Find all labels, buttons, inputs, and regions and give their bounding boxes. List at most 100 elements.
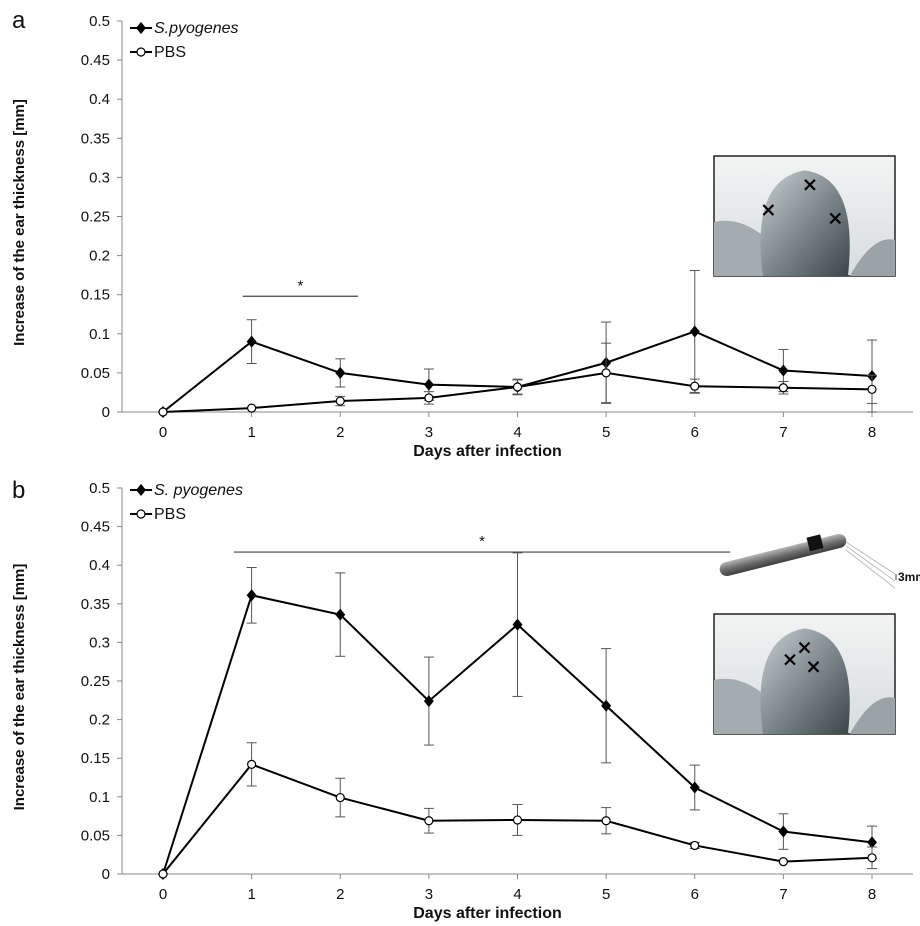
measurement-mark xyxy=(804,179,816,191)
data-point xyxy=(335,366,346,379)
data-point xyxy=(689,325,700,338)
data-point xyxy=(335,608,346,621)
x-tick-label: 1 xyxy=(247,886,255,903)
y-tick-label: 0 xyxy=(102,404,110,421)
x-tick-label: 4 xyxy=(513,424,521,441)
data-point xyxy=(335,792,345,803)
significance-label: * xyxy=(479,533,485,550)
y-tick-label: 0.45 xyxy=(81,519,110,536)
y-tick-label: 0.3 xyxy=(89,634,110,651)
measurement-mark xyxy=(798,641,811,654)
data-point xyxy=(601,816,611,826)
y-tick-label: 0.4 xyxy=(89,557,110,574)
x-tick-label: 7 xyxy=(779,886,787,903)
caliper-body xyxy=(719,533,847,577)
x-tick-label: 4 xyxy=(513,886,521,903)
x-tick-label: 5 xyxy=(602,424,610,441)
data-point xyxy=(867,853,877,863)
y-tick-label: 0.35 xyxy=(81,596,110,613)
data-point xyxy=(424,816,434,826)
data-point xyxy=(601,368,611,378)
x-tick-label: 3 xyxy=(425,424,433,441)
series-spyogenes xyxy=(158,269,877,418)
x-tick-label: 8 xyxy=(868,886,876,903)
inset-ear-a xyxy=(713,155,896,277)
x-tick-label: 2 xyxy=(336,886,344,903)
y-tick-label: 0.15 xyxy=(81,287,110,304)
data-point xyxy=(690,840,700,851)
legend: S. pyogenes PBS xyxy=(130,482,243,523)
y-tick-label: 0.35 xyxy=(81,130,110,147)
series-pbs xyxy=(158,742,877,879)
caliper-tip xyxy=(845,541,896,589)
data-point xyxy=(246,589,257,602)
legend-marker xyxy=(136,22,146,34)
data-point xyxy=(512,382,523,392)
data-point xyxy=(867,836,877,849)
y-tick-label: 0.1 xyxy=(89,326,110,343)
x-tick-label: 8 xyxy=(868,424,876,441)
ear-photo-icon xyxy=(760,170,850,276)
hand-shape xyxy=(849,239,895,276)
measurement-mark xyxy=(762,204,775,216)
legend-marker xyxy=(136,484,146,496)
y-tick-label: 0.2 xyxy=(89,248,110,265)
legend: S.pyogenes PBS xyxy=(130,20,239,61)
y-tick-label: 0.45 xyxy=(81,52,110,69)
y-axis-label: Increase of the ear thickness [mm] xyxy=(11,564,28,811)
data-point xyxy=(512,815,523,825)
data-point xyxy=(247,403,257,413)
panel-label: a xyxy=(12,7,26,34)
data-point xyxy=(690,381,700,391)
caliper-label: 3mm xyxy=(898,570,920,584)
x-tick-label: 0 xyxy=(159,424,167,441)
panel-label: b xyxy=(12,477,25,504)
y-tick-label: 0.2 xyxy=(89,712,110,729)
y-axis-label: Increase of the ear thickness [mm] xyxy=(11,99,28,346)
series-spyogenes xyxy=(158,552,877,880)
y-tick-label: 0.05 xyxy=(81,365,110,382)
series-pbs xyxy=(158,342,877,417)
data-point xyxy=(423,378,434,391)
data-point xyxy=(158,869,168,879)
data-point xyxy=(246,335,257,348)
y-tick-label: 0.05 xyxy=(81,827,110,844)
y-tick-label: 0.15 xyxy=(81,750,110,767)
hand-shape xyxy=(849,697,895,734)
legend-label: S.pyogenes xyxy=(154,20,239,37)
legend-marker xyxy=(136,509,146,519)
series-line xyxy=(162,330,873,413)
x-axis-label: Days after infection xyxy=(413,443,561,460)
y-tick-label: 0.25 xyxy=(81,209,110,226)
data-point xyxy=(424,393,434,403)
y-tick-label: 0.1 xyxy=(89,789,110,806)
data-point xyxy=(601,699,612,712)
measurement-mark xyxy=(807,661,820,673)
inset-ear-b xyxy=(713,613,896,735)
data-point xyxy=(335,396,345,406)
x-tick-label: 3 xyxy=(425,886,433,903)
y-tick-label: 0 xyxy=(102,866,110,883)
caliper-icon: 3mm xyxy=(719,533,920,589)
caliper-band xyxy=(806,534,824,552)
data-point xyxy=(423,695,434,708)
y-tick-label: 0.3 xyxy=(89,169,110,186)
ear-photo-icon xyxy=(760,628,850,734)
measurement-mark xyxy=(784,653,796,666)
x-tick-label: 6 xyxy=(691,424,699,441)
measurement-mark xyxy=(829,212,842,225)
data-point xyxy=(512,618,523,631)
data-point xyxy=(778,857,788,867)
data-point xyxy=(867,384,877,394)
y-tick-label: 0.25 xyxy=(81,673,110,690)
y-tick-label: 0.5 xyxy=(89,13,110,30)
y-tick-label: 0.5 xyxy=(89,480,110,497)
legend-label: S. pyogenes xyxy=(154,482,243,499)
chart-panel-b: b 0 0.05 0.1 0.15 0.2 0.25 0.3 0.35 0.4 0.45 0.5 0 1 2… xyxy=(11,477,913,922)
x-tick-label: 7 xyxy=(779,424,787,441)
x-tick-label: 1 xyxy=(247,424,255,441)
chart-panel-a: a 0 0.05 0.1 0.15 0.2 0.25 0.3 0.35 0.4 0.45 0.5 0 1 2… xyxy=(11,7,913,460)
significance-label: * xyxy=(297,277,303,294)
